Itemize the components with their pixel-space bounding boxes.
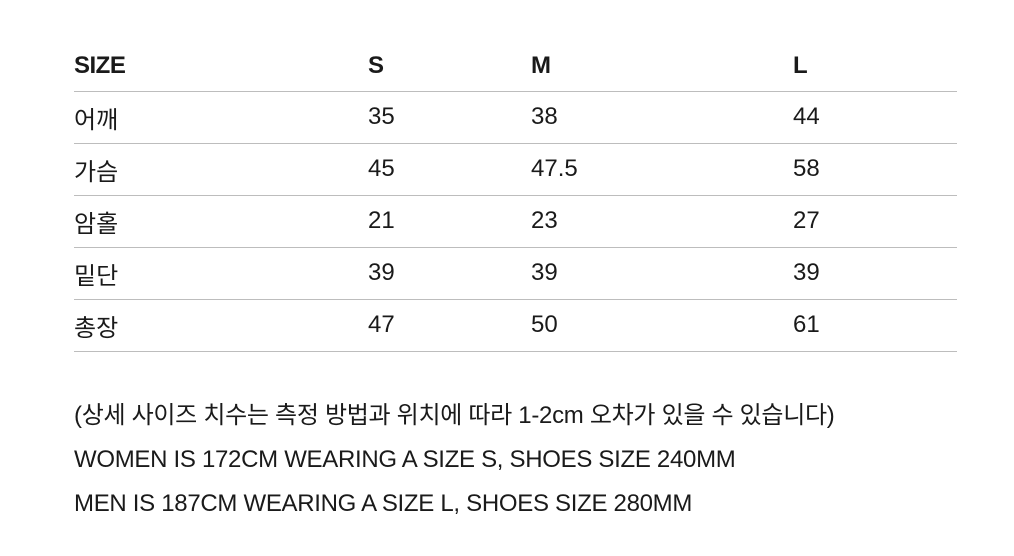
size-chart-table: SIZE S M L 어깨 35 38 44 가슴 45 47.5 58 암홀 …	[74, 40, 957, 352]
cell-s: 45	[368, 143, 531, 196]
size-chart-body: 어깨 35 38 44 가슴 45 47.5 58 암홀 21 23 27 밑단…	[74, 91, 957, 352]
header-m: M	[531, 40, 793, 92]
header-row: SIZE S M L	[74, 40, 957, 92]
cell-l: 27	[793, 195, 957, 248]
table-row: 어깨 35 38 44	[74, 91, 957, 144]
row-label: 총장	[74, 299, 368, 352]
cell-m: 39	[531, 247, 793, 300]
cell-s: 35	[368, 91, 531, 144]
cell-m: 38	[531, 91, 793, 144]
table-row: 암홀 21 23 27	[74, 195, 957, 248]
men-model-fit: MEN IS 187CM WEARING A SIZE L, SHOES SIZ…	[74, 490, 693, 517]
cell-s: 21	[368, 195, 531, 248]
table-row: 밑단 39 39 39	[74, 247, 957, 300]
row-label: 가슴	[74, 143, 368, 196]
cell-l: 44	[793, 91, 957, 144]
cell-l: 61	[793, 299, 957, 352]
cell-l: 39	[793, 247, 957, 300]
cell-m: 23	[531, 195, 793, 248]
table-row: 가슴 45 47.5 58	[74, 143, 957, 196]
measurement-disclaimer: (상세 사이즈 치수는 측정 방법과 위치에 따라 1-2cm 오차가 있을 수…	[74, 402, 835, 429]
size-notes: (상세 사이즈 치수는 측정 방법과 위치에 따라 1-2cm 오차가 있을 수…	[74, 394, 974, 526]
cell-m: 50	[531, 299, 793, 352]
row-label: 밑단	[74, 247, 368, 300]
cell-l: 58	[793, 143, 957, 196]
header-size: SIZE	[74, 40, 368, 92]
cell-m: 47.5	[531, 143, 793, 196]
women-model-fit: WOMEN IS 172CM WEARING A SIZE S, SHOES S…	[74, 446, 736, 473]
header-l: L	[793, 40, 957, 92]
header-s: S	[368, 40, 531, 92]
size-chart-header: SIZE S M L	[74, 40, 957, 92]
cell-s: 39	[368, 247, 531, 300]
row-label: 암홀	[74, 195, 368, 248]
table-row: 총장 47 50 61	[74, 299, 957, 352]
cell-s: 47	[368, 299, 531, 352]
row-label: 어깨	[74, 91, 368, 144]
